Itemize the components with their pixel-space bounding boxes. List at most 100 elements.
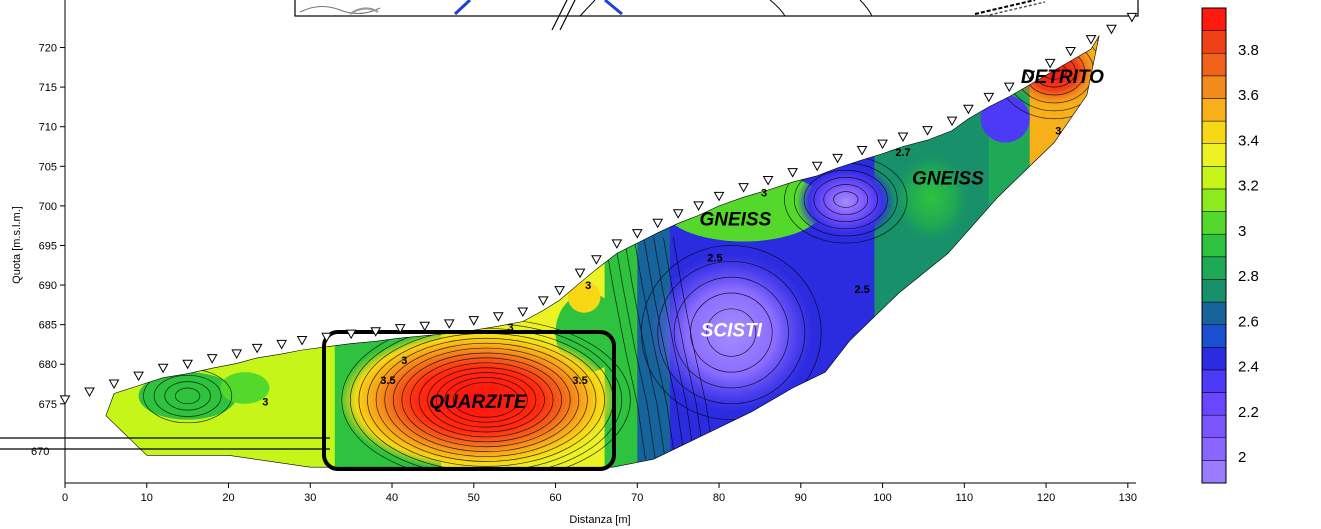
contour-scisti xyxy=(673,276,789,389)
colorbar-swatch xyxy=(1201,75,1227,99)
contour-label: 3 xyxy=(508,322,514,334)
y-axis-ticks: 675 680 685 690 695 700 705 710 715 720 xyxy=(39,43,65,411)
colorbar-tick-label: 2.4 xyxy=(1238,359,1259,376)
quarzite-highlight-box xyxy=(322,330,616,471)
colorbar-tick-label: 3.6 xyxy=(1238,87,1259,104)
colorbar-tick-label: 3.2 xyxy=(1238,178,1259,195)
y-tick-label-partial: 670 xyxy=(31,446,49,458)
electrode-marker xyxy=(84,387,95,397)
electrode-marker xyxy=(631,229,643,239)
x-tick-label: 110 xyxy=(956,492,974,504)
x-tick-label: 40 xyxy=(386,492,398,504)
contour-label: 3.5 xyxy=(572,375,587,387)
contour-transition xyxy=(623,237,666,460)
electrode-marker xyxy=(713,191,725,202)
colorbar-swatch xyxy=(1201,369,1227,393)
contour-label: 3 xyxy=(761,187,767,199)
contour-scisti xyxy=(657,260,806,405)
colorbar-swatch xyxy=(1201,52,1227,77)
contour-transition xyxy=(614,237,656,460)
colorbar-tick-label: 2 xyxy=(1238,449,1246,466)
electrode-marker xyxy=(1024,70,1036,81)
electrode-marker xyxy=(693,201,704,211)
electrode-marker xyxy=(738,183,749,193)
contour-blue xyxy=(813,177,879,223)
colorbar-swatch xyxy=(1201,392,1227,416)
x-tick-label: 130 xyxy=(1119,492,1137,504)
electrode-marker xyxy=(468,316,480,326)
colorbar-swatch xyxy=(1201,347,1227,371)
electrode-marker xyxy=(133,371,144,382)
contour-label: 3 xyxy=(585,280,591,292)
electrode-marker xyxy=(443,319,455,329)
contour-label: 3 xyxy=(401,355,407,367)
colorbar-tick-label: 3 xyxy=(1238,223,1246,240)
contour-transition xyxy=(643,237,686,460)
electrode-marker xyxy=(1003,82,1015,93)
electrode-marker xyxy=(856,145,868,156)
colorbar-swatch xyxy=(1201,188,1227,212)
contour-label: 3 xyxy=(262,396,268,408)
electrode-marker xyxy=(108,379,120,390)
electrode-marker xyxy=(321,332,332,343)
contour-quarzite xyxy=(444,377,528,423)
resistivity-section-body xyxy=(105,35,1100,468)
electrode-marker xyxy=(1044,58,1056,69)
contour-quarzite xyxy=(452,382,520,418)
electrode-marker xyxy=(946,116,958,127)
section-fill xyxy=(105,35,1100,468)
contour-quarzite xyxy=(435,372,537,428)
colorbar-tick-label: 3.8 xyxy=(1238,42,1259,59)
colorbar-tick-label: 2.6 xyxy=(1238,313,1259,330)
contour-quarzite xyxy=(418,362,554,438)
y-tick-label: 695 xyxy=(39,240,57,252)
electrode-marker xyxy=(370,327,382,337)
electrode-marker xyxy=(492,312,504,322)
electrode-marker xyxy=(963,104,974,115)
electrode-marker xyxy=(345,329,357,340)
colorbar-tick-label: 3.4 xyxy=(1238,132,1259,149)
scisti-low-zone xyxy=(649,253,814,412)
electrode-marker xyxy=(811,161,823,172)
contour-blue xyxy=(803,169,888,230)
contour-transition xyxy=(663,237,705,460)
x-tick-label: 30 xyxy=(304,492,316,504)
electrode-marker xyxy=(983,92,995,103)
electrode-marker xyxy=(276,339,288,350)
electrode-marker xyxy=(554,286,565,296)
yellow-spot-mid xyxy=(567,281,601,313)
contour-label: 2.5 xyxy=(854,284,869,296)
y-tick-label: 680 xyxy=(39,359,57,371)
colorbar-swatch xyxy=(1201,211,1227,235)
electrode-marker xyxy=(59,395,71,405)
electrode-marker xyxy=(611,239,623,249)
axes: 0 10 20 30 40 50 60 70 80 90 100 110 120 130 675 680 68… xyxy=(11,0,1137,526)
x-tick-label: 70 xyxy=(631,492,643,504)
y-axis-label: Quota [m.s.l.m.] xyxy=(11,206,23,284)
contour-label: 3.5 xyxy=(380,375,395,387)
colorbar-swatch xyxy=(1201,256,1227,280)
green-spot-left xyxy=(220,372,270,404)
y-tick-label: 720 xyxy=(39,43,57,55)
electrode-marker xyxy=(787,168,798,178)
contour-quarzite xyxy=(375,337,597,462)
electrode-marker xyxy=(1065,46,1076,57)
section-outline xyxy=(105,35,1100,468)
y-tick-label: 700 xyxy=(39,201,57,213)
colorbar-swatch xyxy=(1201,437,1227,461)
contour-quarzite xyxy=(410,357,563,443)
electrode-markers xyxy=(59,12,1138,405)
green-zone-left xyxy=(138,372,237,420)
x-tick-label: 10 xyxy=(141,492,153,504)
x-tick-label: 20 xyxy=(222,492,234,504)
colorbar-swatch xyxy=(1201,143,1227,167)
colorbar-swatch xyxy=(1201,166,1227,190)
contour-blue xyxy=(823,184,869,215)
contour-quarzite xyxy=(384,342,588,457)
contour-quarzite xyxy=(427,367,545,433)
electrode-marker xyxy=(1085,35,1097,45)
contour-transition xyxy=(633,237,676,460)
contour-blue xyxy=(833,191,859,208)
colorbar-swatch xyxy=(1201,30,1227,54)
